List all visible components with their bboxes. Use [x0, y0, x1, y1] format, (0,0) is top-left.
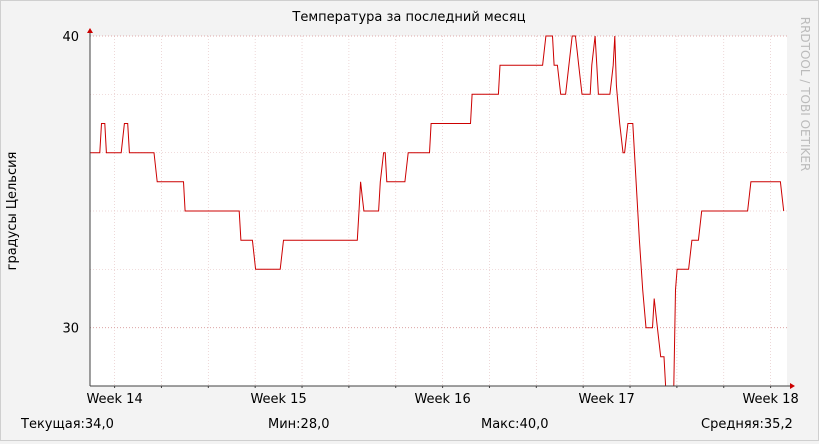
y-axis-label: градусы Цельсия	[5, 152, 20, 271]
tick-labels: Week 14 Week 15 Week 16 Week 17 Week 18 30 40	[62, 30, 798, 407]
y-tick-label: 40	[62, 30, 79, 45]
y-axis-arrow	[87, 28, 93, 33]
series-layer	[90, 35, 785, 387]
summary-average: Средняя:35,2	[701, 417, 793, 432]
x-tick-label: Week 18	[742, 392, 798, 407]
y-tick-label: 30	[62, 322, 79, 337]
x-axis-arrow	[790, 383, 795, 389]
x-tick-label: Week 17	[578, 392, 634, 407]
summary-min: Мин:28,0	[268, 417, 330, 432]
x-tick-label: Week 15	[250, 392, 306, 407]
rrdtool-watermark: RRDTOOL / TOBI OETIKER	[798, 17, 812, 172]
x-tick-label: Week 14	[86, 392, 142, 407]
summary-max: Макс:40,0	[481, 417, 549, 432]
x-tick-label: Week 16	[414, 392, 470, 407]
axes	[87, 28, 795, 389]
chart-title: Температура за последний месяц	[291, 10, 525, 25]
summary-current: Текущая:34,0	[20, 417, 114, 432]
temperature-line	[90, 35, 785, 387]
